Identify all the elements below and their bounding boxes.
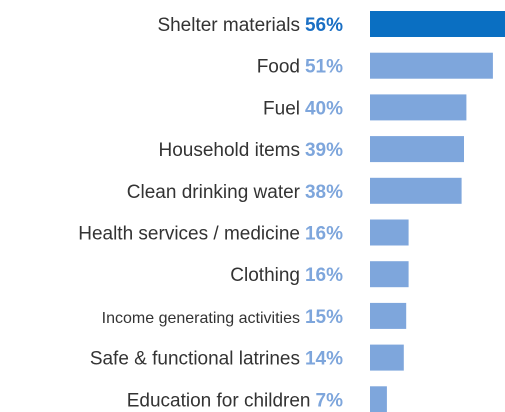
value-label-2: 40%	[305, 98, 343, 119]
bar-6	[370, 261, 409, 288]
category-label-1: Food	[257, 57, 300, 78]
value-label-6: 16%	[305, 265, 343, 286]
value-label-0: 56%	[305, 15, 343, 36]
category-label-5: Health services / medicine	[78, 224, 300, 245]
value-label-4: 38%	[305, 182, 343, 203]
bar-5	[370, 219, 409, 246]
bar-7	[370, 302, 407, 329]
bar-2	[370, 94, 467, 121]
value-label-7: 15%	[305, 307, 343, 328]
value-label-8: 14%	[305, 349, 343, 370]
category-label-0: Shelter materials	[157, 15, 300, 36]
category-label-2: Fuel	[263, 98, 300, 119]
value-label-9: 7%	[316, 390, 344, 411]
value-label-3: 39%	[305, 140, 343, 161]
bar-3	[370, 136, 464, 163]
category-label-9: Education for children	[127, 390, 311, 411]
bar-0	[370, 11, 505, 37]
bar-4	[370, 177, 462, 204]
bar-1	[370, 52, 493, 79]
category-label-6: Clothing	[230, 265, 300, 286]
category-label-8: Safe & functional latrines	[90, 349, 300, 370]
value-label-5: 16%	[305, 224, 343, 245]
category-label-3: Household items	[158, 140, 300, 161]
bar-9	[370, 386, 387, 412]
category-label-4: Clean drinking water	[127, 182, 301, 203]
category-label-7: Income generating activities	[102, 310, 300, 327]
bar-8	[370, 344, 404, 371]
value-label-1: 51%	[305, 57, 343, 78]
